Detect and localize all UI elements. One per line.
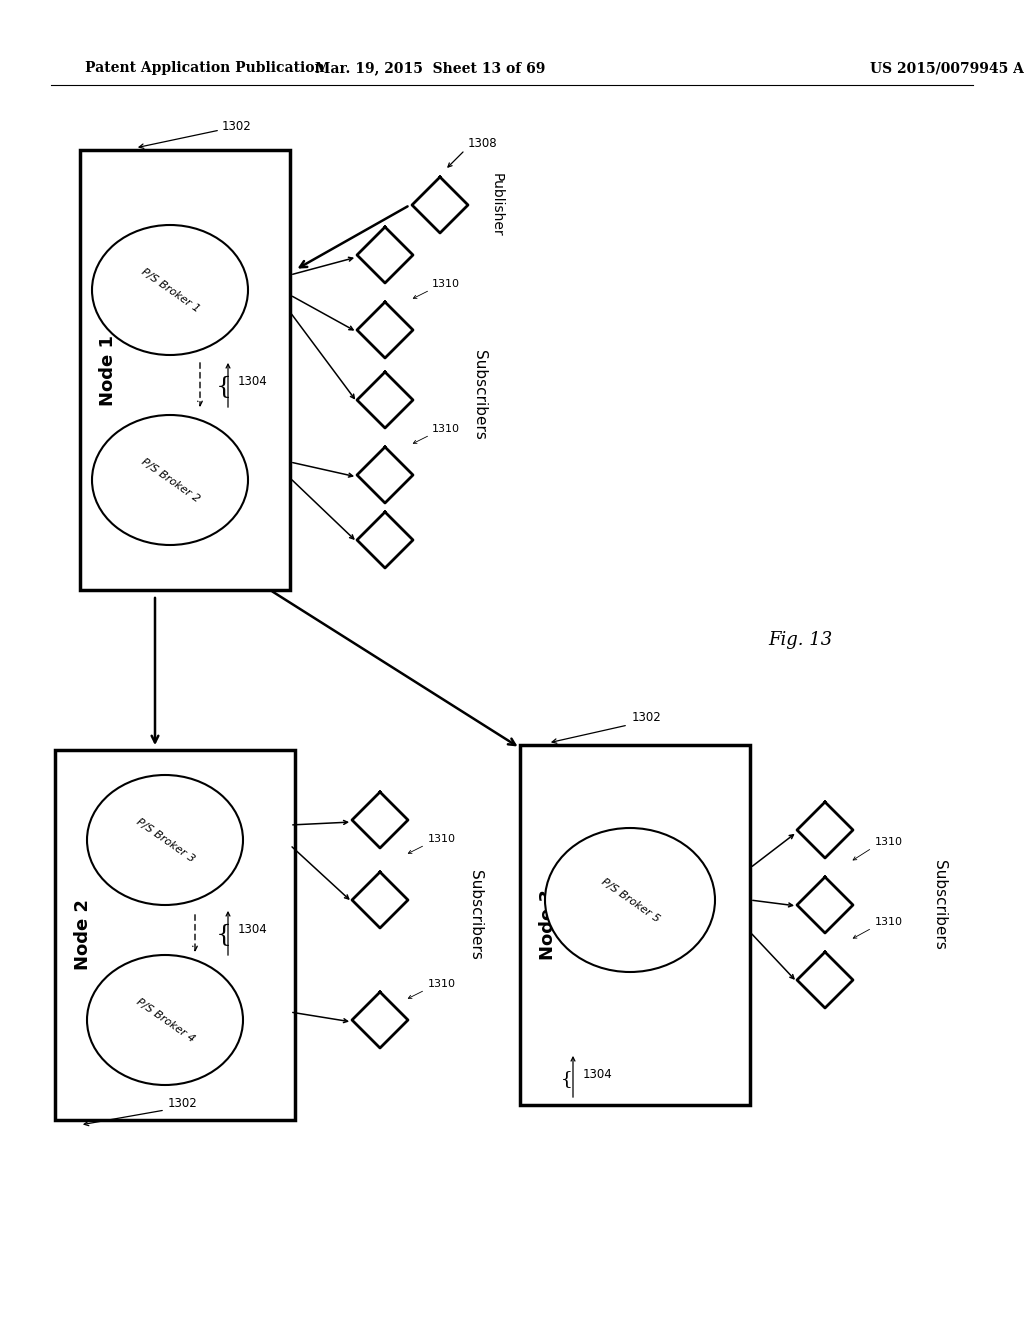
- Polygon shape: [357, 227, 413, 282]
- Text: Node 3: Node 3: [539, 890, 557, 961]
- Text: 1308: 1308: [468, 137, 498, 150]
- Text: 1310: 1310: [432, 424, 460, 434]
- Text: 1304: 1304: [583, 1068, 612, 1081]
- Text: Node 1: Node 1: [99, 334, 117, 405]
- Polygon shape: [352, 873, 408, 928]
- Text: 1310: 1310: [874, 837, 903, 847]
- Text: P/S Broker 5: P/S Broker 5: [599, 876, 662, 924]
- Text: Patent Application Publication: Patent Application Publication: [85, 61, 325, 75]
- Text: 1310: 1310: [428, 979, 456, 989]
- Text: Mar. 19, 2015  Sheet 13 of 69: Mar. 19, 2015 Sheet 13 of 69: [314, 61, 545, 75]
- Ellipse shape: [87, 954, 243, 1085]
- Text: Publisher: Publisher: [490, 173, 504, 236]
- Text: Subscribers: Subscribers: [472, 350, 487, 440]
- Text: 1310: 1310: [432, 279, 460, 289]
- Ellipse shape: [92, 224, 248, 355]
- Polygon shape: [352, 993, 408, 1048]
- Text: P/S Broker 1: P/S Broker 1: [139, 267, 201, 314]
- Text: 1310: 1310: [874, 917, 903, 927]
- Polygon shape: [357, 447, 413, 503]
- Text: Node 2: Node 2: [74, 899, 92, 970]
- Text: }: }: [210, 374, 226, 396]
- Text: P/S Broker 2: P/S Broker 2: [139, 457, 201, 504]
- Polygon shape: [797, 876, 853, 933]
- Ellipse shape: [545, 828, 715, 972]
- Text: P/S Broker 3: P/S Broker 3: [134, 816, 196, 863]
- Text: 1302: 1302: [168, 1097, 198, 1110]
- Text: }: }: [210, 921, 226, 945]
- Text: 1304: 1304: [238, 923, 267, 936]
- Polygon shape: [357, 512, 413, 568]
- Ellipse shape: [92, 414, 248, 545]
- Text: }: }: [556, 1069, 568, 1086]
- Polygon shape: [357, 302, 413, 358]
- Ellipse shape: [87, 775, 243, 906]
- Bar: [80, 150, 290, 590]
- Text: US 2015/0079945 A1: US 2015/0079945 A1: [870, 61, 1024, 75]
- Polygon shape: [797, 803, 853, 858]
- Polygon shape: [412, 177, 468, 234]
- Text: P/S Broker 4: P/S Broker 4: [134, 997, 196, 1044]
- Text: Subscribers: Subscribers: [933, 861, 947, 950]
- Text: 1310: 1310: [428, 834, 456, 843]
- Text: 1304: 1304: [238, 375, 267, 388]
- Bar: [55, 750, 295, 1119]
- Text: Subscribers: Subscribers: [468, 870, 482, 960]
- Polygon shape: [357, 372, 413, 428]
- Polygon shape: [797, 952, 853, 1008]
- Text: Fig. 13: Fig. 13: [768, 631, 833, 649]
- Bar: [520, 744, 750, 1105]
- Text: 1302: 1302: [222, 120, 252, 133]
- Polygon shape: [352, 792, 408, 847]
- Text: 1302: 1302: [632, 711, 662, 723]
